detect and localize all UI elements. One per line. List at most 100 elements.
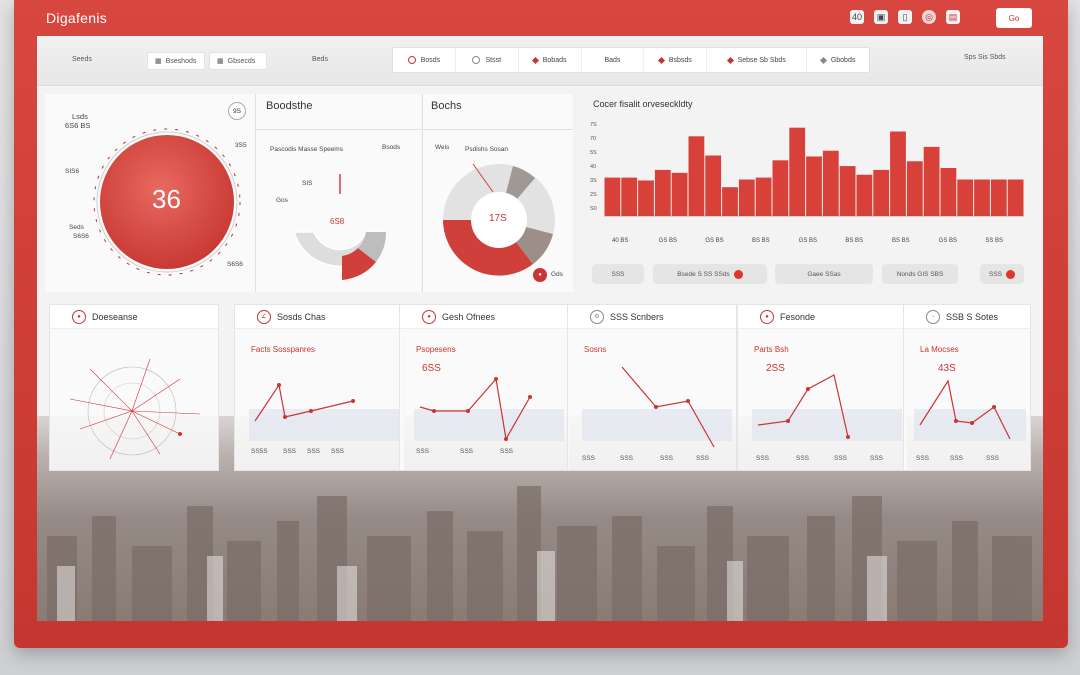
- chart-icon[interactable]: 40: [849, 10, 864, 24]
- bar: [772, 160, 789, 216]
- tab-bsbsds[interactable]: Bsbsds: [644, 48, 708, 72]
- pie-card: Bochs Weis Psdishs Sosan 17S ● Gds: [423, 94, 573, 292]
- document-icon[interactable]: ▯: [898, 10, 912, 24]
- donut-svg: [292, 174, 388, 280]
- minus-icon: −: [926, 309, 940, 324]
- mini-line-chart: [414, 377, 564, 441]
- gauge-card: Lsds 6S6 BS 9S 36 3S5 SIS6 Seds S6S6 S6S…: [45, 94, 255, 292]
- pie-footer-icon[interactable]: ●: [533, 268, 547, 282]
- toolbar-pill-1[interactable]: ▦ Bseshods: [147, 52, 205, 70]
- x-tick-label: BS BS: [752, 238, 770, 244]
- alert-icon: ●: [72, 309, 86, 324]
- gear-icon: ⚙: [590, 309, 604, 324]
- pie-subtitle-left: Weis: [435, 144, 450, 151]
- diamond-icon: [531, 56, 539, 64]
- chart-icon: ∠: [257, 309, 271, 324]
- mini-card-header: − SSB S Sotes: [904, 305, 1030, 329]
- mini-card-3: ● Gesh Ofnees Psopesens 6SS SSS SSS SSS: [399, 304, 569, 471]
- x-tick-label: GS BS: [705, 238, 723, 244]
- divider: [423, 129, 573, 130]
- mini-card-subtitle: Facts Sosspanres: [251, 345, 316, 354]
- tab-gbobds[interactable]: Gbobds: [807, 48, 869, 72]
- tab-group: Bosds Stsst Bobads Bads Bsbsds Sebse Sb …: [392, 47, 870, 73]
- diamond-icon: [726, 56, 734, 64]
- mini-card-header: ● Doeseanse: [50, 305, 218, 329]
- pie-slice: [443, 220, 533, 276]
- mini-card-2: ∠ Sosds Chas Facts Sosspanres SS5S SSS SS…: [234, 304, 404, 471]
- mini-card-value: 43S: [938, 363, 956, 374]
- donut-card: Boodsthe Pascodis Masse Speems Bsods SIS…: [256, 94, 421, 292]
- divider: [256, 129, 421, 130]
- mini-card-subtitle: La Mocses: [920, 345, 959, 354]
- x-tick-label: GS BS: [799, 238, 817, 244]
- bar: [722, 187, 738, 216]
- tab-bads[interactable]: Bads: [582, 48, 645, 72]
- gauge-tick: SIS6: [65, 168, 80, 175]
- gauge-tick: S6S6: [227, 261, 243, 268]
- bar: [839, 166, 856, 216]
- tab-bosds[interactable]: Bosds: [393, 48, 456, 72]
- bar: [822, 150, 839, 216]
- pie-subtitle: Psdishs Sosan: [465, 146, 508, 153]
- image-icon[interactable]: ▣: [874, 10, 888, 24]
- donut-segment: [342, 248, 376, 280]
- filter-chip-5[interactable]: SSS: [980, 264, 1024, 284]
- bar: [940, 168, 957, 216]
- gauge-tick: S6S6: [73, 233, 89, 240]
- flag-icon[interactable]: ▤: [946, 10, 960, 24]
- status-dot-icon: [1006, 269, 1015, 279]
- gauge-tick: Seds: [69, 224, 84, 231]
- pie-hole: [471, 192, 527, 248]
- mini-card-value: 6SS: [422, 363, 441, 374]
- toolbar-pill-2[interactable]: ▦ Gbsecds: [209, 52, 267, 70]
- donut-label: SIS: [302, 180, 313, 187]
- bar: [906, 161, 923, 216]
- bar: [621, 177, 638, 216]
- donut-label: Gos: [276, 197, 288, 204]
- donut-subtitle: Pascodis Masse Speems: [270, 146, 343, 153]
- mini-card-1: ● Doeseanse: [49, 304, 219, 471]
- gauge-value: 36: [152, 184, 181, 214]
- bar: [806, 156, 822, 216]
- go-button[interactable]: Go: [996, 8, 1032, 28]
- bar: [654, 169, 671, 216]
- mini-card-subtitle: Parts Bsh: [754, 345, 789, 354]
- toolbar-left-label: Seeds: [72, 56, 92, 63]
- donut-segment: [358, 232, 387, 262]
- filter-chip-3[interactable]: Gaee SSas: [775, 264, 873, 284]
- bar: [638, 180, 654, 216]
- bar: [705, 155, 722, 216]
- y-tick-label: 40: [590, 164, 596, 170]
- grid-icon: ▦: [217, 58, 224, 65]
- mini-card-5: ● Fesonde Parts Bsh 2SS SSS SSS SSS SSS: [737, 304, 907, 471]
- diamond-icon: [819, 56, 827, 64]
- app-title: Digafenis: [46, 10, 108, 26]
- y-tick-label: 2S: [590, 192, 597, 198]
- toolbar: Seeds ▦ Bseshods ▦ Gbsecds Beds Bosds Stss…: [37, 36, 1043, 86]
- refresh-icon[interactable]: ◎: [922, 10, 936, 24]
- bar-chart-svg: 7S 70 5S 40 3S 2S S0 40 BS GS BS GS BS BS BS GS BS B…: [590, 122, 1024, 244]
- tab-bobads[interactable]: Bobads: [519, 48, 582, 72]
- y-tick-label: S0: [590, 206, 597, 212]
- gauge-outer-ring: [96, 131, 238, 273]
- filter-chip-2[interactable]: Bsede S SS SSds: [653, 264, 767, 284]
- mini-line-chart: [914, 379, 1026, 441]
- bar: [604, 177, 621, 216]
- gauge-badge[interactable]: 9S: [228, 102, 246, 120]
- filter-chip-1[interactable]: SSS: [592, 264, 644, 284]
- x-tick-label: BS BS: [845, 238, 863, 244]
- tab-sebse[interactable]: Sebse Sb Sbds: [707, 48, 808, 72]
- pie-svg: [443, 163, 555, 276]
- tab-stsst[interactable]: Stsst: [456, 48, 519, 72]
- gauge-tick: 3S5: [235, 142, 247, 149]
- mini-card-header: ● Fesonde: [738, 305, 906, 329]
- gauge-label-top2: 6S6 BS: [65, 121, 91, 130]
- filter-chip-4[interactable]: Nonds GIS SBS: [882, 264, 958, 284]
- pie-pointer: [472, 163, 494, 193]
- bar: [789, 127, 806, 216]
- mini-card-header: ∠ Sosds Chas: [235, 305, 403, 329]
- toolbar-right-label: Sps Sis Sbds: [964, 54, 1006, 61]
- alert-icon: ●: [760, 309, 774, 324]
- donut-value: 6S8: [330, 217, 345, 226]
- bar: [890, 131, 906, 216]
